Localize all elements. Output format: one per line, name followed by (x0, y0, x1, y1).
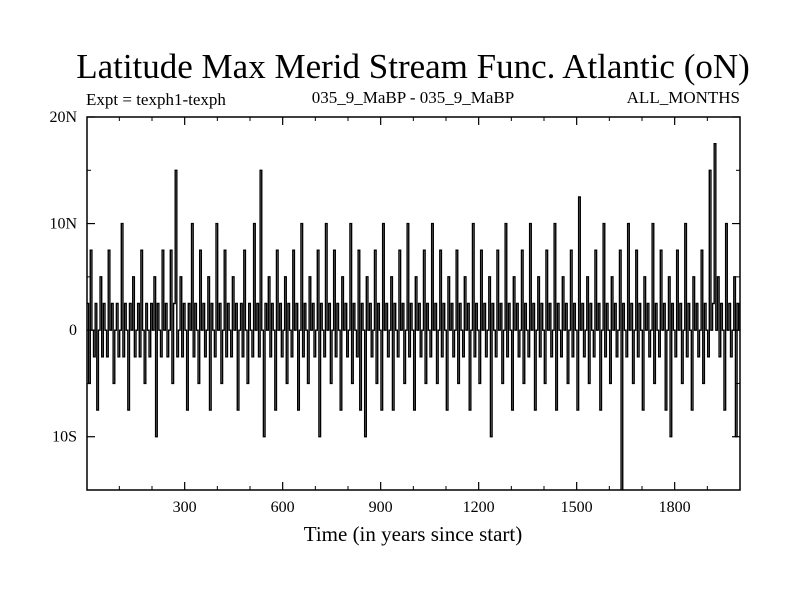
x-tick-label: 300 (173, 499, 197, 516)
x-axis-title: Time (in years since start) (304, 522, 523, 546)
chart-title: Latitude Max Merid Stream Func. Atlantic… (76, 47, 750, 86)
series-line-0 (87, 142, 740, 490)
season-label: ALL_MONTHS (627, 88, 740, 107)
period-label: 035_9_MaBP - 035_9_MaBP (312, 88, 514, 107)
x-tick-label: 1200 (463, 499, 495, 516)
experiment-label: Expt = texph1-texph (86, 90, 226, 109)
x-tick-label: 900 (369, 499, 393, 516)
x-tick-label: 1800 (659, 499, 691, 516)
x-tick-label: 1500 (561, 499, 593, 516)
y-tick-label: 20N (49, 109, 77, 126)
plot-frame (86, 116, 741, 491)
x-tick-label: 600 (271, 499, 295, 516)
y-tick-label: 10S (52, 429, 77, 446)
y-tick-label: 0 (69, 322, 77, 339)
plot-area (87, 116, 740, 491)
y-tick-label: 10N (49, 216, 77, 233)
